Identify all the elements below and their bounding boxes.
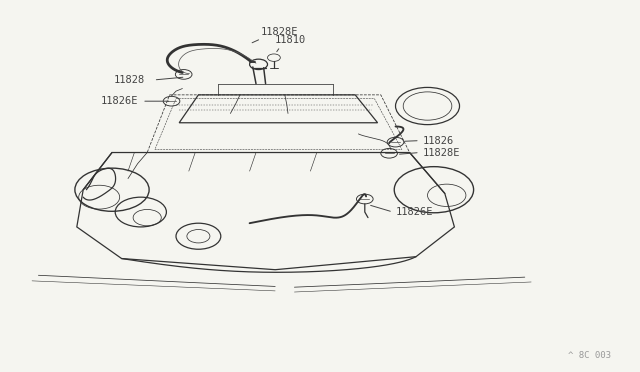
Text: 11826E: 11826E bbox=[101, 96, 139, 106]
Text: 11828E: 11828E bbox=[422, 148, 460, 157]
Text: 11810: 11810 bbox=[275, 35, 307, 45]
Text: 11826E: 11826E bbox=[396, 207, 433, 217]
Text: 11828E: 11828E bbox=[261, 27, 299, 37]
Text: 11826: 11826 bbox=[422, 136, 454, 145]
Text: ^ 8C 003: ^ 8C 003 bbox=[568, 351, 611, 360]
Text: 11828: 11828 bbox=[114, 75, 145, 85]
